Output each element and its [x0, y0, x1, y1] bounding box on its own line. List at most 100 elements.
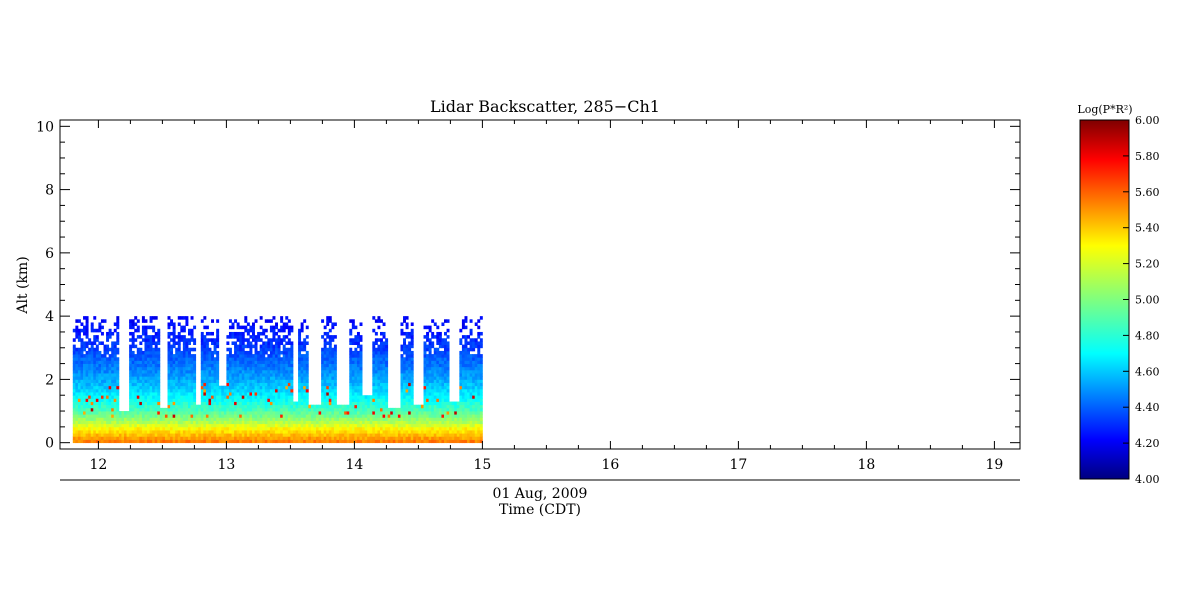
heatmap-cell [328, 366, 332, 371]
heatmap-cell [200, 401, 204, 406]
heatmap-cell [249, 373, 253, 377]
heatmap-cell [298, 347, 302, 352]
heatmap-cell [459, 366, 463, 371]
heatmap-cell [351, 404, 355, 409]
heatmap-cell [403, 363, 406, 368]
heatmap-cell [103, 414, 107, 418]
heatmap-cell [339, 411, 342, 415]
heatmap-cell [287, 411, 291, 415]
heatmap-cell [154, 341, 158, 345]
heatmap-cell [287, 395, 291, 399]
heatmap-cell [410, 398, 414, 402]
heatmap-cell [333, 401, 337, 406]
heatmap-cell [72, 338, 76, 342]
heatmap-cell [264, 411, 268, 415]
heatmap-cell [208, 373, 212, 377]
heatmap-cell [469, 395, 473, 399]
heatmap-cell [98, 417, 102, 421]
heatmap-cell [83, 388, 86, 393]
heatmap-cell [162, 436, 166, 440]
heatmap-cell [464, 357, 468, 361]
heatmap-cell [272, 328, 276, 333]
heatmap-cell [113, 433, 117, 437]
heatmap-cell [477, 366, 481, 371]
heatmap-cell [200, 420, 204, 425]
heatmap-cell [241, 388, 245, 393]
heatmap-cell [134, 395, 138, 399]
heatmap-cell [72, 347, 76, 352]
heatmap-cell [126, 430, 130, 434]
heatmap-cell [444, 382, 447, 387]
heatmap-cell [326, 335, 330, 339]
heatmap-cell [400, 354, 404, 358]
heatmap-cell [264, 426, 268, 431]
heatmap-cell [295, 414, 299, 418]
heatmap-cell [241, 379, 245, 383]
heatmap-cell [328, 423, 332, 428]
heatmap-cell [264, 423, 268, 428]
heatmap-cell [403, 395, 406, 399]
heatmap-cell [154, 439, 158, 444]
heatmap-cell [285, 423, 289, 428]
heatmap-cell [382, 347, 386, 352]
heatmap-cell [431, 436, 435, 440]
heatmap-cell [431, 373, 435, 377]
heatmap-cell [341, 423, 345, 428]
heatmap-cell [461, 395, 465, 399]
heatmap-cell [152, 407, 156, 412]
heatmap-cell [93, 436, 97, 440]
heatmap-cell [95, 436, 99, 440]
heatmap-cell [280, 319, 284, 323]
heatmap-cell [300, 392, 304, 396]
heatmap-cell [282, 379, 286, 383]
heatmap-cell [257, 392, 261, 396]
heatmap-cell [410, 430, 414, 434]
heatmap-cell [403, 417, 406, 421]
heatmap-cell [80, 401, 84, 406]
heatmap-cell [431, 433, 435, 437]
heatmap-cell [100, 414, 104, 418]
heatmap-cell [116, 385, 120, 390]
heatmap-cell [216, 366, 220, 371]
heatmap-cell [382, 379, 386, 383]
heatmap-cell [95, 404, 99, 409]
heatmap-cell [382, 426, 386, 431]
heatmap-cell [72, 376, 76, 380]
heatmap-cell [231, 388, 235, 393]
heatmap-cell [382, 401, 386, 406]
heatmap-cell [257, 407, 261, 412]
heatmap-cell [108, 331, 112, 336]
heatmap-cell [170, 426, 174, 431]
heatmap-cell [85, 433, 89, 437]
heatmap-cell [231, 385, 235, 390]
heatmap-cell [98, 433, 102, 437]
heatmap-cell [234, 414, 238, 418]
heatmap-cell [190, 436, 194, 440]
heatmap-cell [226, 379, 230, 383]
heatmap-cell [359, 404, 363, 409]
heatmap-cell [126, 423, 130, 428]
heatmap-cell [172, 401, 176, 406]
heatmap-cell [310, 411, 314, 415]
heatmap-cell [403, 407, 406, 412]
heatmap-cell [200, 350, 204, 355]
heatmap-cell [149, 376, 153, 380]
heatmap-cell [300, 411, 304, 415]
heatmap-cell [318, 430, 322, 434]
heatmap-cell [272, 423, 276, 428]
heatmap-cell [303, 436, 307, 440]
heatmap-cell [241, 433, 245, 437]
heatmap-cell [436, 404, 440, 409]
heatmap-cell [182, 385, 186, 390]
heatmap-cell [170, 414, 174, 418]
heatmap-cell [190, 407, 194, 412]
heatmap-cell [182, 411, 186, 415]
colorbar [1079, 119, 1130, 480]
heatmap-cell [208, 411, 212, 415]
heatmap-cell [246, 414, 250, 418]
heatmap-cell [141, 392, 145, 396]
heatmap-cell [154, 423, 158, 428]
heatmap-cell [190, 331, 194, 336]
heatmap-cell [239, 354, 243, 358]
heatmap-cell [328, 360, 332, 364]
